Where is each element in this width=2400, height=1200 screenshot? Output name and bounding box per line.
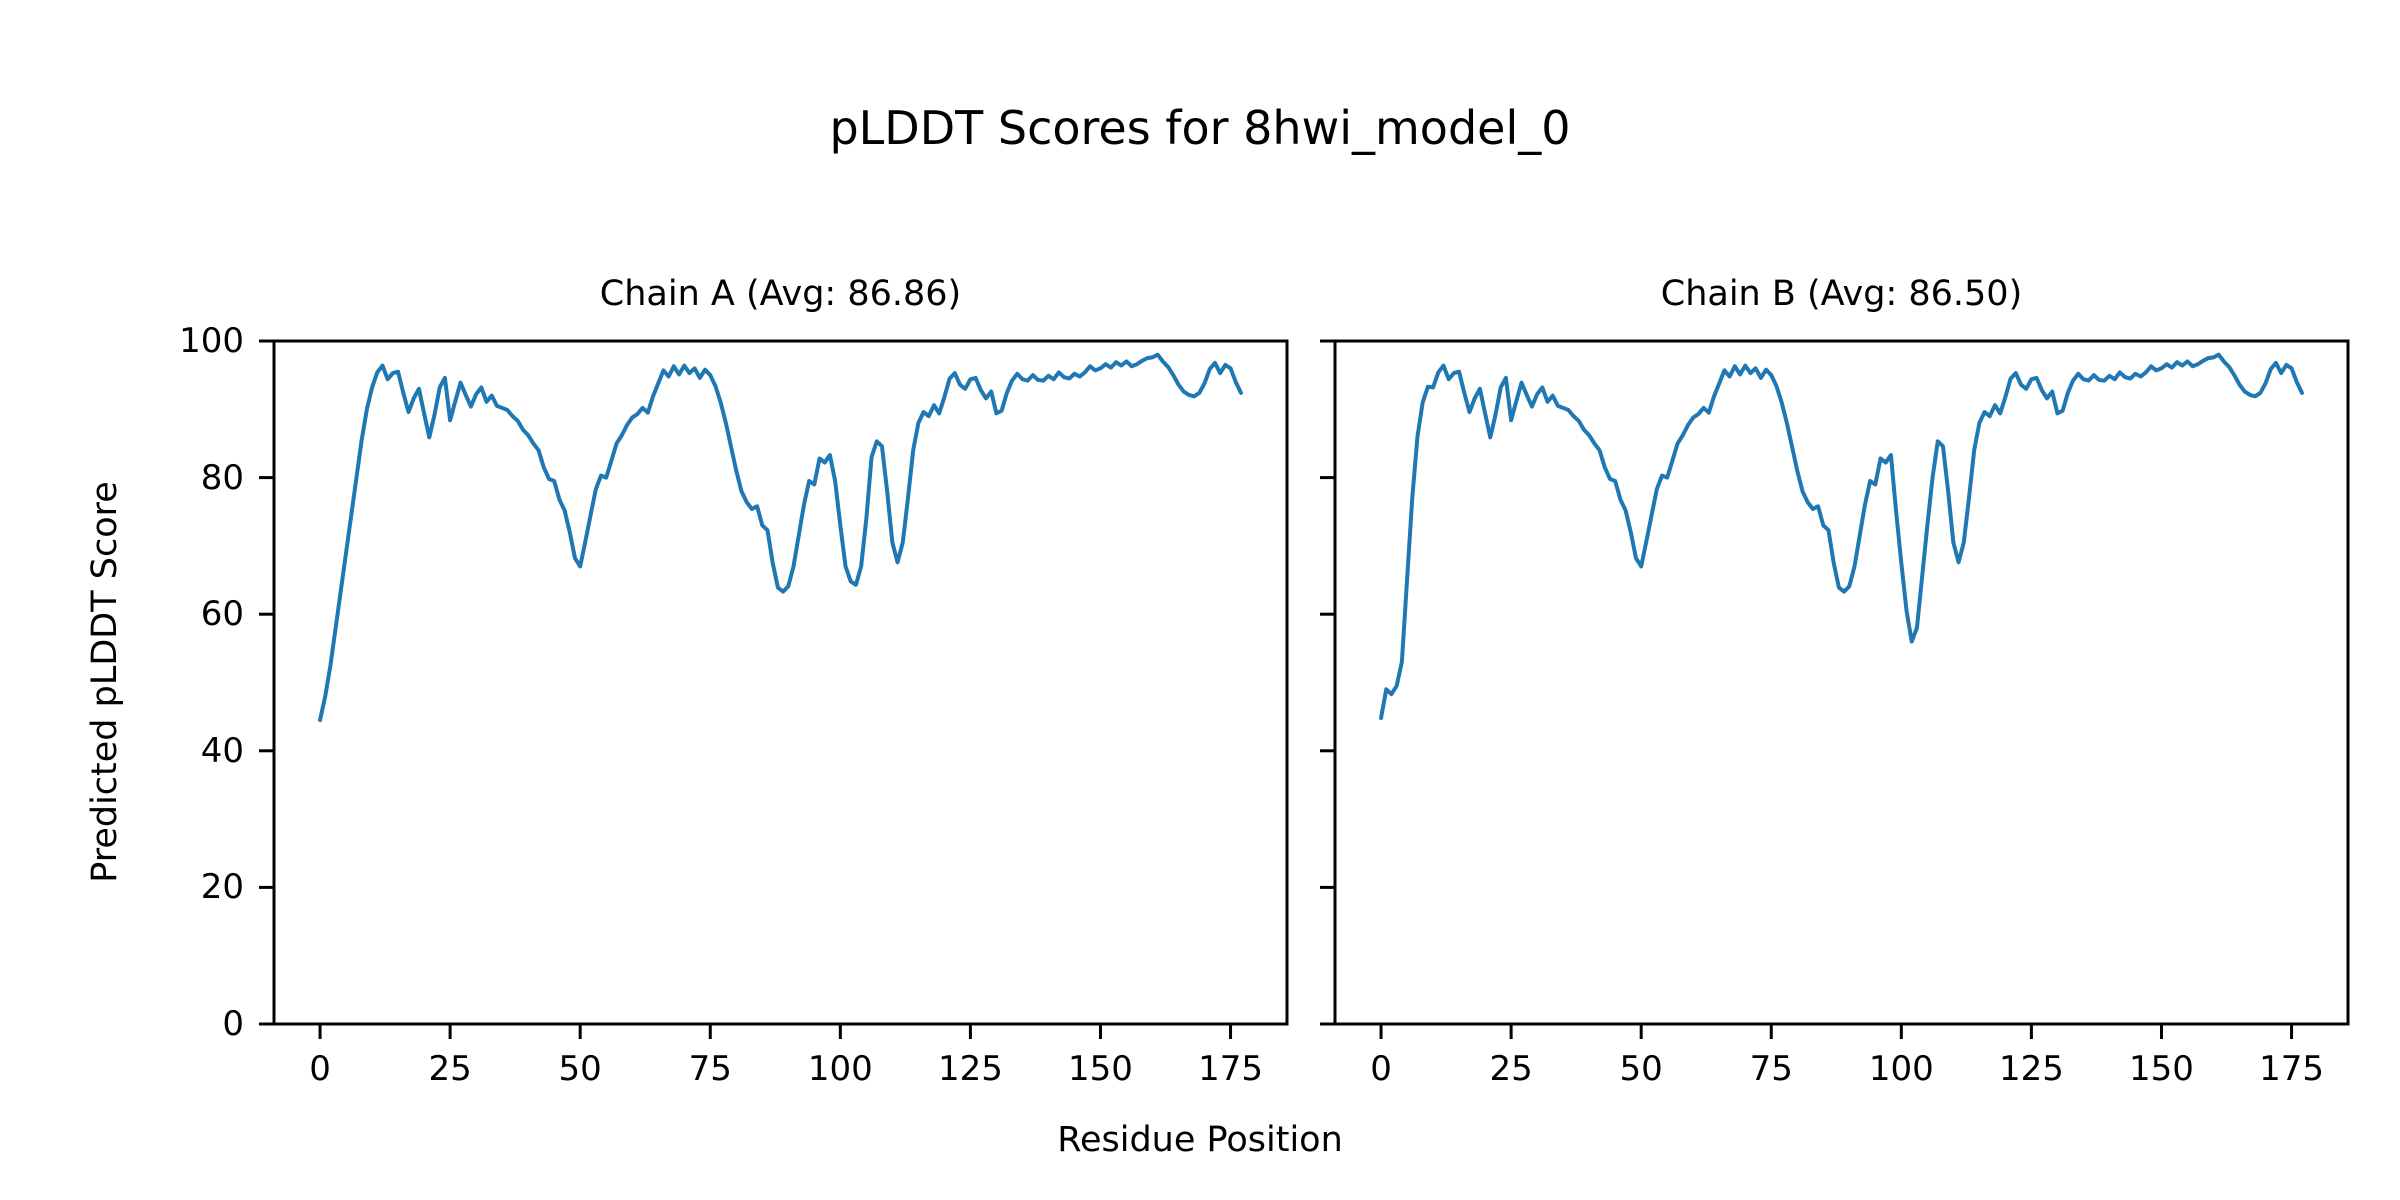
x-tick-label: 25 [428, 1049, 472, 1089]
x-tick-label: 175 [2259, 1049, 2324, 1089]
y-tick-label: 40 [200, 730, 244, 771]
y-tick-label: 80 [200, 457, 244, 498]
chain-b-line [1379, 352, 2304, 721]
plot-frame [1333, 339, 2350, 1026]
x-tick-label: 125 [937, 1049, 1003, 1089]
y-tick-label: 20 [200, 867, 244, 908]
subplot-title-chain-a: Chain A (Avg: 86.86) [599, 274, 962, 314]
x-tick-label: 150 [2129, 1049, 2194, 1089]
x-tick-label: 0 [1370, 1049, 1392, 1089]
x-tick-label: 100 [1868, 1049, 1934, 1089]
chain-a-plot [259, 339, 1289, 1039]
x-tick-label: 175 [1198, 1049, 1263, 1089]
subplot-title-chain-b: Chain B (Avg: 86.50) [1660, 274, 2023, 314]
y-tick-label: 0 [222, 1004, 244, 1044]
x-tick-label: 25 [1489, 1049, 1533, 1089]
x-tick-label: 75 [688, 1049, 732, 1089]
plot-frame [272, 339, 1289, 1026]
y-tick-label: 60 [200, 594, 244, 635]
x-tick-label: 50 [558, 1049, 602, 1089]
chain-b-plot [1320, 339, 2350, 1039]
x-tick-label: 125 [1998, 1049, 2064, 1089]
x-tick-label: 100 [807, 1049, 873, 1089]
y-axis-label: Predicted pLDDT Score [85, 481, 125, 883]
x-tick-label: 150 [1068, 1049, 1133, 1089]
x-tick-label: 50 [1619, 1049, 1663, 1089]
figure-title: pLDDT Scores for 8hwi_model_0 [829, 101, 1571, 155]
x-axis-label: Residue Position [1057, 1120, 1343, 1160]
x-tick-label: 75 [1749, 1049, 1793, 1089]
x-tick-label: 0 [309, 1049, 331, 1089]
y-tick-label: 100 [179, 321, 244, 361]
chain-a-line [318, 352, 1243, 723]
